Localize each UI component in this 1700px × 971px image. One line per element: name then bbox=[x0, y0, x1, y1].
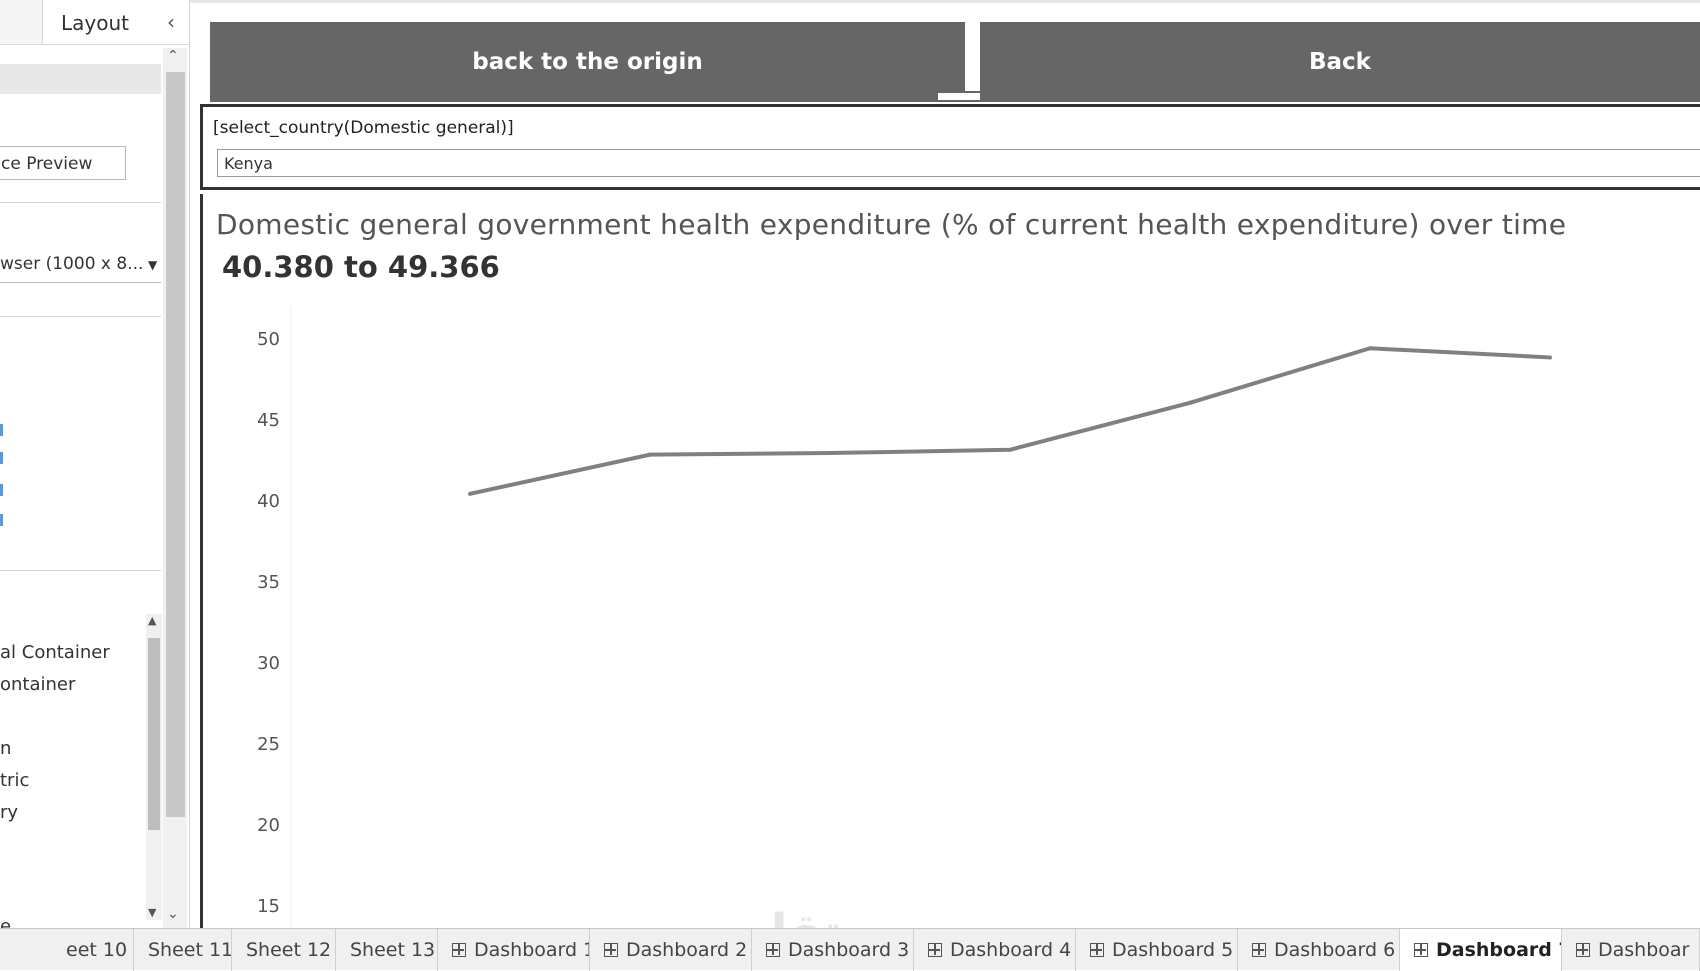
tab-dashboard-6[interactable]: Dashboard 6 bbox=[1238, 929, 1400, 971]
tab-label: Dashboard 5 bbox=[1112, 939, 1234, 961]
size-dropdown[interactable]: wser (1000 x 8... ▼ bbox=[0, 252, 161, 283]
chart-title: Domestic general government health expen… bbox=[216, 208, 1567, 241]
parameter-title: [select_country(Domestic general)] bbox=[213, 118, 514, 138]
dashboard-grid-icon bbox=[604, 943, 618, 957]
selected-row[interactable] bbox=[0, 64, 161, 94]
y-tick-label: 40 bbox=[257, 491, 280, 512]
layout-panel: Layout ‹ ce Preview wser (1000 x 8... ▼ … bbox=[0, 0, 190, 928]
tab-label: Dashboard 6 bbox=[1274, 939, 1396, 961]
back-to-origin-button[interactable]: back to the origin bbox=[210, 22, 965, 102]
indicator-mark bbox=[0, 514, 3, 526]
size-dropdown-value: wser (1000 x 8... bbox=[0, 254, 144, 274]
tree-item[interactable]: e bbox=[0, 916, 12, 928]
tab-dashboard-2[interactable]: Dashboard 2 bbox=[590, 929, 752, 971]
tree-item[interactable]: ontainer bbox=[0, 674, 76, 695]
tab-dashboard-1[interactable]: Dashboard 1 bbox=[438, 929, 590, 971]
arrow-up-icon[interactable]: ⌃ bbox=[167, 48, 179, 64]
chart-container bbox=[200, 194, 1700, 928]
container-handle[interactable] bbox=[938, 91, 1008, 102]
dashboard-grid-icon bbox=[1090, 943, 1104, 957]
indicator-mark bbox=[0, 484, 3, 496]
tab-label: Sheet 12 bbox=[246, 939, 332, 961]
indicator-mark bbox=[0, 424, 3, 436]
tab-dashboar[interactable]: Dashboar bbox=[1562, 929, 1700, 971]
data-point[interactable] bbox=[828, 451, 832, 456]
y-tick-label: 35 bbox=[257, 572, 280, 593]
tab-sheet-13[interactable]: Sheet 13 bbox=[336, 929, 438, 971]
dashboard-grid-icon bbox=[1576, 943, 1590, 957]
dashboard-grid-icon bbox=[1414, 943, 1428, 957]
data-point[interactable] bbox=[1008, 447, 1012, 452]
tree-item[interactable]: ry bbox=[0, 802, 19, 823]
tree-item[interactable]: n bbox=[0, 738, 12, 759]
layout-tab[interactable]: Layout ‹ bbox=[42, 0, 189, 44]
caret-down-icon: ▼ bbox=[148, 258, 158, 272]
panel-divider bbox=[0, 570, 161, 571]
line-chart: 50 45 40 35 30 25 20 15 bbox=[257, 306, 1552, 928]
panel-divider bbox=[0, 316, 161, 317]
tab-eet-10[interactable]: eet 10 bbox=[0, 929, 134, 971]
y-tick-label: 45 bbox=[257, 410, 280, 431]
data-point[interactable] bbox=[648, 452, 652, 457]
tab-label: Dashboard 2 bbox=[626, 939, 748, 961]
arrow-down-icon[interactable]: ⌄ bbox=[167, 906, 179, 922]
tree-scroll-thumb[interactable] bbox=[148, 638, 160, 830]
arrow-down-icon[interactable]: ▼ bbox=[148, 906, 157, 919]
tab-label: eet 10 bbox=[66, 939, 128, 961]
y-tick-label: 25 bbox=[257, 734, 280, 755]
series-line[interactable] bbox=[469, 346, 1551, 496]
tab-sheet-11[interactable]: Sheet 11 bbox=[134, 929, 232, 971]
dashboard-grid-icon bbox=[928, 943, 942, 957]
country-input[interactable] bbox=[217, 149, 1700, 177]
data-point[interactable] bbox=[1548, 355, 1552, 360]
tab-dashboard-5[interactable]: Dashboard 5 bbox=[1076, 929, 1238, 971]
tab-dashboard-3[interactable]: Dashboard 3 bbox=[752, 929, 914, 971]
device-preview-button[interactable]: ce Preview bbox=[0, 146, 126, 180]
tab-dashboard-7[interactable]: Dashboard 7 bbox=[1400, 929, 1562, 971]
panel-scroll-thumb[interactable] bbox=[166, 72, 185, 817]
tab-label: Dashboar bbox=[1598, 939, 1690, 961]
dashboard-grid-icon bbox=[1252, 943, 1266, 957]
tab-label: Dashboard 7 bbox=[1436, 939, 1562, 961]
arrow-up-icon[interactable]: ▲ bbox=[148, 614, 157, 627]
container-separator bbox=[967, 22, 978, 90]
tab-label: Dashboard 4 bbox=[950, 939, 1072, 961]
layout-tab-label: Layout bbox=[61, 11, 129, 35]
tree-item[interactable]: tric bbox=[0, 770, 30, 791]
tree-item[interactable]: al Container bbox=[0, 642, 110, 663]
tab-dashboard-4[interactable]: Dashboard 4 bbox=[914, 929, 1076, 971]
y-tick-label: 20 bbox=[257, 815, 280, 836]
parameter-control: [select_country(Domestic general)] bbox=[200, 104, 1700, 190]
y-tick-label: 30 bbox=[257, 653, 280, 674]
y-tick-label: 15 bbox=[257, 896, 280, 917]
dashboard-grid-icon bbox=[452, 943, 466, 957]
data-point[interactable] bbox=[1188, 400, 1192, 405]
data-point[interactable] bbox=[468, 491, 472, 496]
chevron-left-icon[interactable]: ‹ bbox=[167, 10, 175, 34]
tab-label: Dashboard 1 bbox=[474, 939, 590, 961]
top-border bbox=[190, 0, 1700, 3]
dashboard-grid-icon bbox=[766, 943, 780, 957]
tab-label: Sheet 11 bbox=[148, 939, 232, 961]
tab-sheet-12[interactable]: Sheet 12 bbox=[232, 929, 336, 971]
indicator-mark bbox=[0, 452, 3, 464]
y-tick-label: 50 bbox=[257, 329, 280, 350]
tab-label: Dashboard 3 bbox=[788, 939, 910, 961]
chart-subtitle: 40.380 to 49.366 bbox=[222, 250, 500, 284]
tab-label: Sheet 13 bbox=[350, 939, 436, 961]
panel-divider bbox=[0, 202, 161, 203]
back-button[interactable]: Back bbox=[980, 22, 1700, 102]
data-point[interactable] bbox=[1368, 346, 1372, 351]
panel-tabstrip: Layout ‹ bbox=[0, 0, 189, 45]
sheet-tabs-bar: eet 10 Sheet 11 Sheet 12 Sheet 13 Dashboard … bbox=[0, 928, 1700, 971]
